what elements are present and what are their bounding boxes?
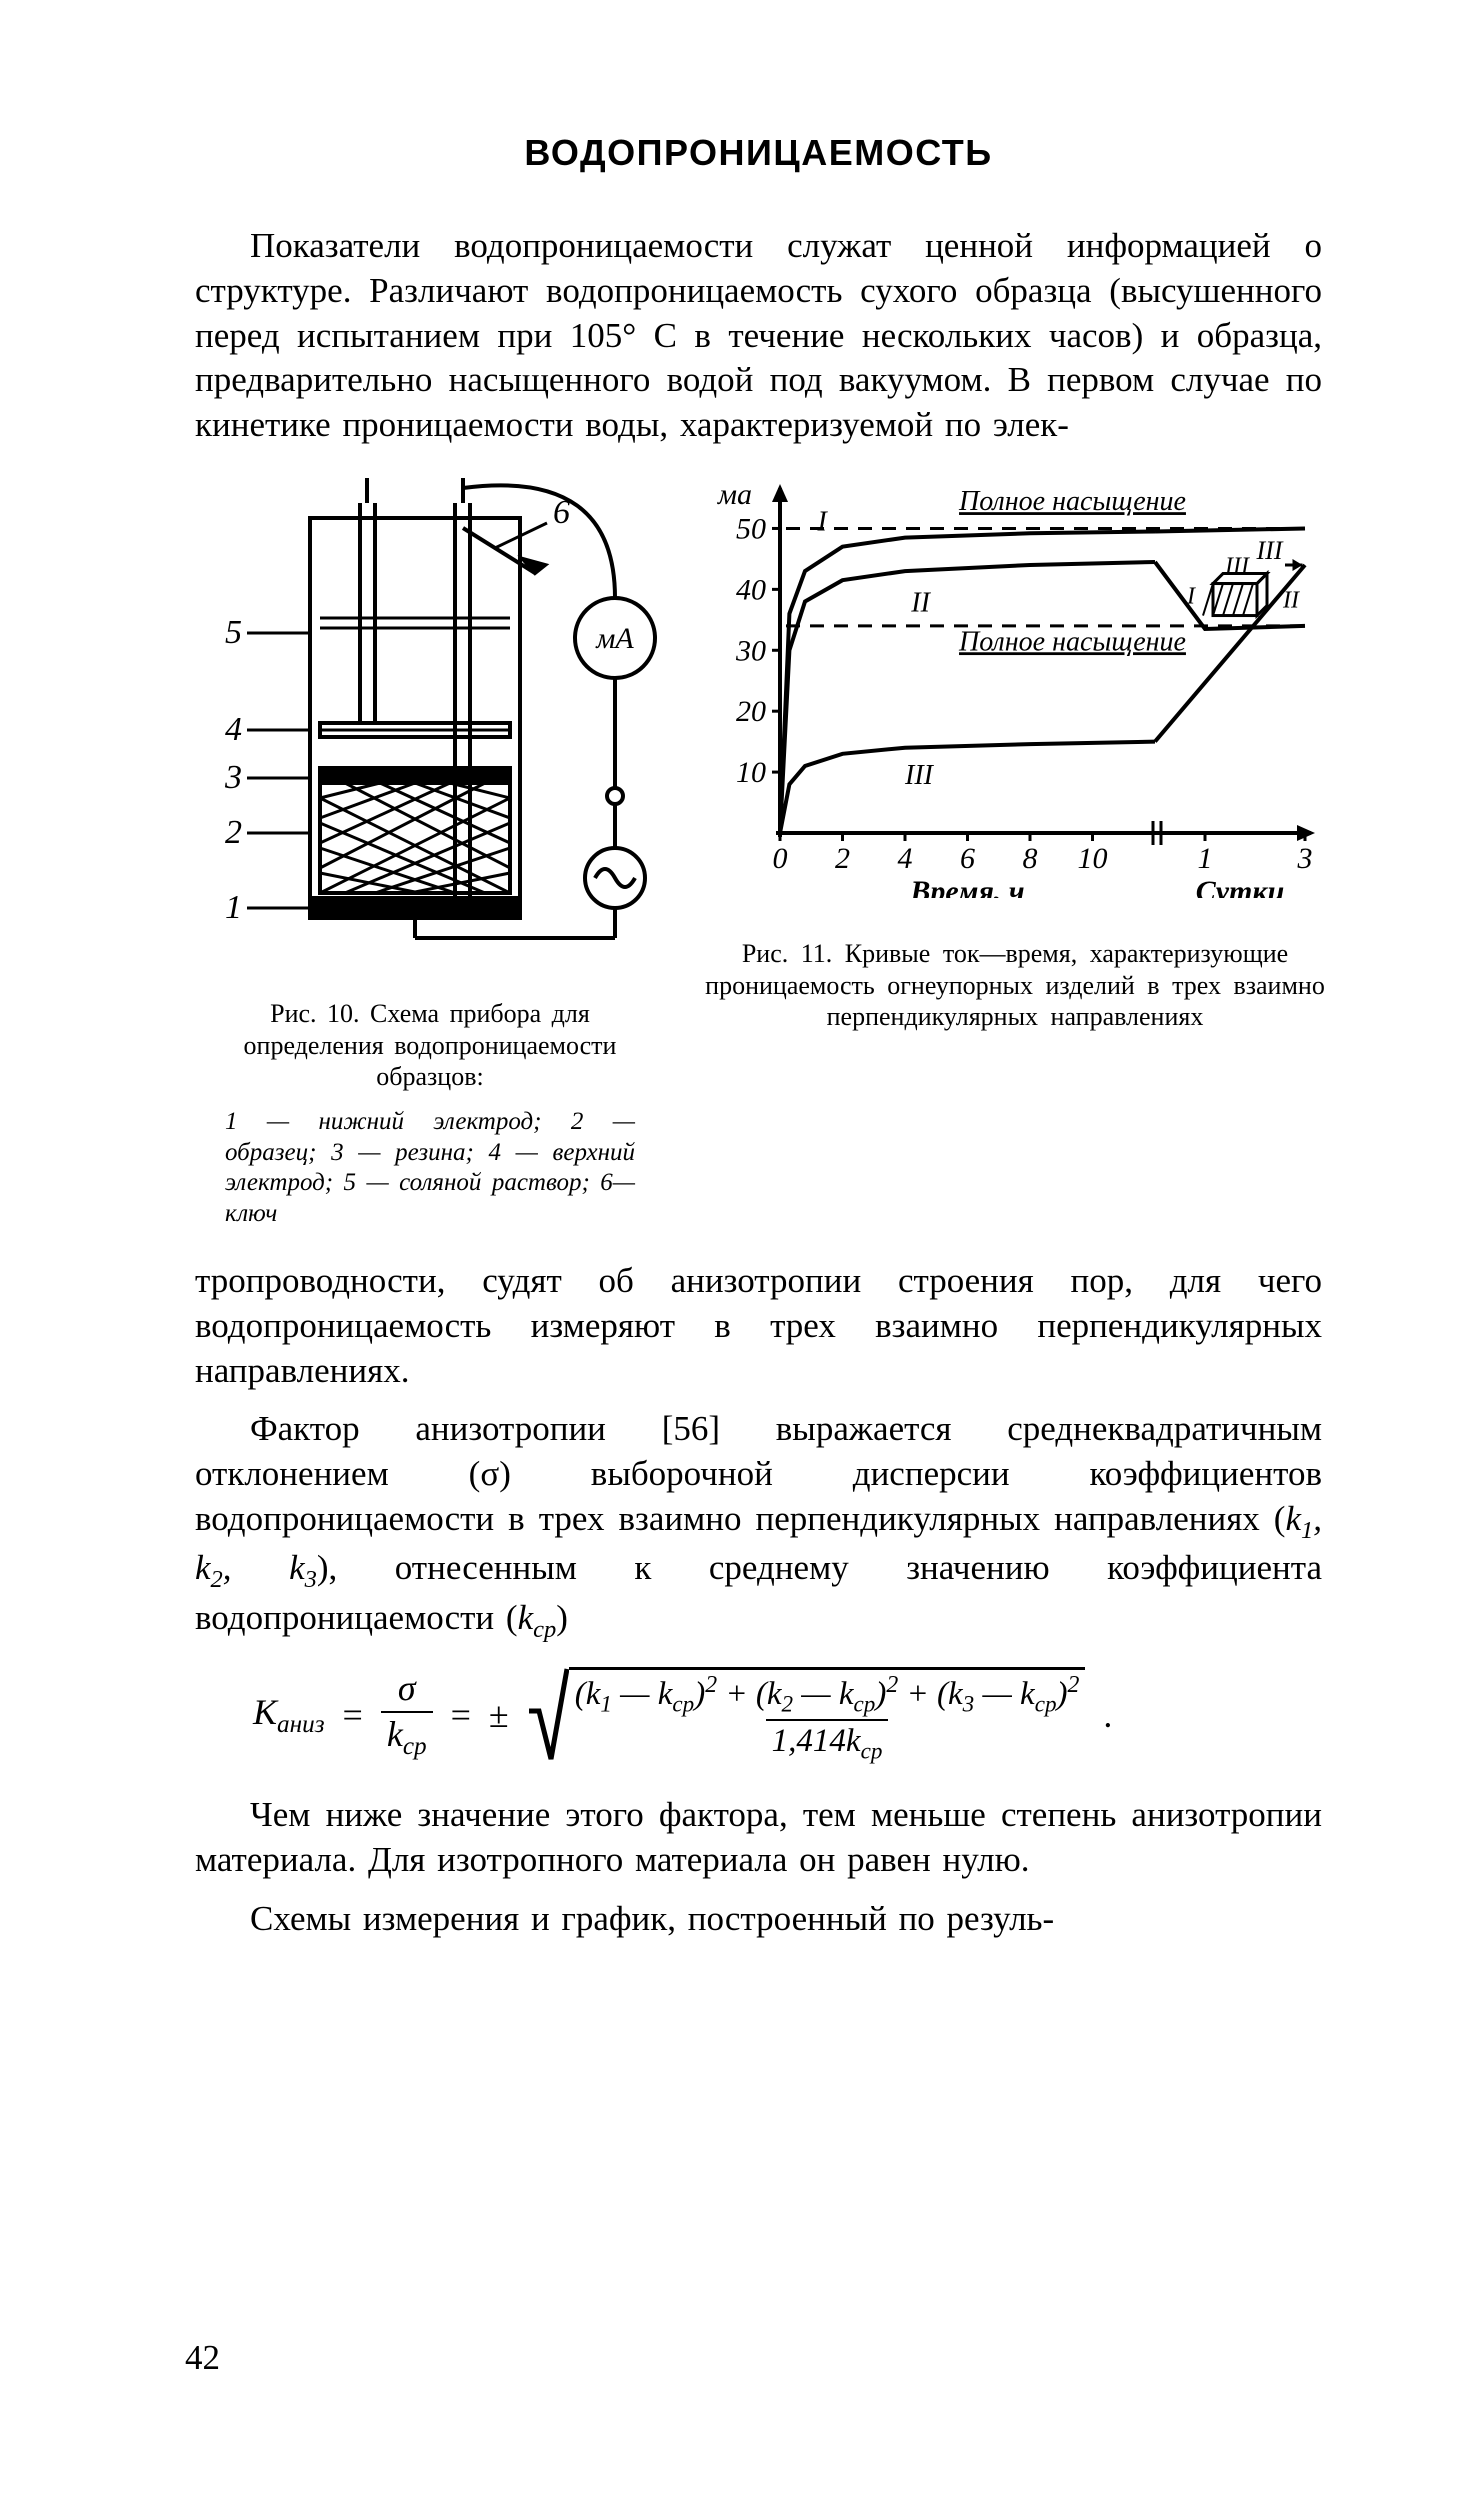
rk2: k [767, 1676, 782, 1712]
rkcp1: k [658, 1676, 673, 1712]
fig10-label-2: 2 [225, 814, 242, 851]
svg-text:50: 50 [736, 513, 766, 546]
formula: Kаниз = σ kср = ± (k1 — kср)2 + (k2 — kс… [195, 1667, 1322, 1763]
paragraph-3b: ), отнесенным к среднему значению коэффи… [195, 1548, 1322, 1636]
svg-text:III: III [1256, 536, 1284, 565]
fig10-label-6: 6 [553, 494, 570, 531]
rk3s: 3 [963, 1691, 975, 1717]
page-number: 42 [185, 2336, 220, 2381]
figure-11-svg: 10 20 30 40 50ма 0 2 4 6 8 10 1 3 Время, ч Сутки Полное… [705, 478, 1325, 898]
svg-text:8: 8 [1023, 842, 1038, 875]
kcp-inline: k [518, 1598, 534, 1637]
rkcp3s: ср [1035, 1691, 1057, 1717]
paragraph-3: Фактор анизотропии [56] выражается средн… [195, 1407, 1322, 1645]
K-sub: аниз [277, 1711, 325, 1738]
svg-text:II: II [910, 587, 931, 618]
rk2s: 2 [782, 1691, 794, 1717]
svg-text:40: 40 [736, 573, 766, 606]
rkcp2s: ср [854, 1691, 876, 1717]
figure-11: 10 20 30 40 50ма 0 2 4 6 8 10 1 3 Время, ч Сутки Полное… [705, 478, 1325, 1033]
svg-text:II: II [1282, 588, 1300, 614]
figure-10-svg: мА [195, 478, 665, 968]
plus-minus: ± [489, 1692, 509, 1738]
svg-text:10: 10 [736, 756, 766, 789]
kcp-den1: k [387, 1714, 403, 1754]
sigma: σ [392, 1670, 422, 1711]
rkcp3: k [1020, 1676, 1035, 1712]
svg-text:Полное насыщение: Полное насыщение [958, 486, 1186, 517]
svg-text:30: 30 [735, 634, 766, 667]
rk1: k [586, 1676, 601, 1712]
rkcpD: k [846, 1723, 861, 1759]
kcp-den1-sub: ср [403, 1733, 427, 1760]
figure-10-legend: 1 — нижний электрод; 2 — образец; 3 — ре… [195, 1107, 665, 1229]
paragraph-5-text: Схемы измерения и график, построенный по… [250, 1899, 1054, 1938]
paragraph-1: Показатели водопроницаемости служат ценн… [195, 224, 1322, 448]
svg-text:Сутки: Сутки [1196, 875, 1285, 898]
coef: 1,414 [772, 1723, 846, 1759]
K: K [253, 1692, 277, 1732]
rkcp2: k [839, 1676, 854, 1712]
paragraph-3a: Фактор анизотропии [56] выражается средн… [195, 1409, 1322, 1538]
rkcp1s: ср [672, 1691, 694, 1717]
svg-text:1: 1 [1198, 842, 1213, 875]
svg-text:Время, ч: Время, ч [909, 875, 1024, 898]
fig10-label-1: 1 [225, 889, 242, 926]
radical-icon [527, 1667, 569, 1763]
k3-sub: 3 [305, 1566, 317, 1593]
k3: k [289, 1548, 305, 1587]
section-heading: ВОДОПРОНИЦАЕМОСТЬ [195, 130, 1322, 176]
svg-text:4: 4 [898, 842, 913, 875]
rk1s: 1 [600, 1691, 612, 1717]
kcp-inline-sub: ср [533, 1616, 556, 1643]
svg-text:III: III [904, 760, 935, 791]
paragraph-4: Чем ниже значение этого фактора, тем мен… [195, 1793, 1322, 1883]
svg-text:10: 10 [1078, 842, 1108, 875]
svg-text:20: 20 [736, 695, 766, 728]
svg-text:III: III [1224, 554, 1250, 580]
figure-10-title: Рис. 10. Схема прибора для определения в… [195, 998, 665, 1093]
k2-sub: 2 [211, 1566, 223, 1593]
svg-text:I: I [1186, 584, 1196, 610]
paragraph-3c: ) [556, 1598, 568, 1637]
k2: k [195, 1548, 211, 1587]
k1-sub: 1 [1301, 1517, 1313, 1544]
svg-text:I: I [817, 507, 829, 538]
figures-row: мА [195, 478, 1322, 1229]
svg-text:2: 2 [835, 842, 850, 875]
svg-text:6: 6 [960, 842, 975, 875]
fig10-label-5: 5 [225, 614, 242, 651]
paragraph-5: Схемы измерения и график, построенный по… [195, 1897, 1322, 1942]
fig10-label-4: 4 [225, 711, 242, 748]
formula-dot: . [1103, 1692, 1112, 1738]
rkcpDs: ср [861, 1738, 883, 1764]
paragraph-2-text: тропроводности, судят об анизотропии стр… [195, 1261, 1322, 1390]
svg-text:Полное насыщение: Полное насыщение [958, 626, 1186, 657]
rk3: k [948, 1676, 963, 1712]
figure-10: мА [195, 478, 665, 1229]
paragraph-4-text: Чем ниже значение этого фактора, тем мен… [195, 1795, 1322, 1879]
meter-label: мА [595, 622, 634, 655]
svg-text:3: 3 [1297, 842, 1313, 875]
paragraph-2: тропроводности, судят об анизотропии стр… [195, 1259, 1322, 1393]
fig10-label-3: 3 [224, 759, 242, 796]
paragraph-1-text: Показатели водопроницаемости служат ценн… [195, 226, 1322, 444]
figure-11-title: Рис. 11. Кривые ток—время, характеризующ… [705, 938, 1325, 1033]
k1: k [1285, 1499, 1301, 1538]
svg-text:0: 0 [773, 842, 788, 875]
svg-text:ма: ма [717, 478, 752, 511]
